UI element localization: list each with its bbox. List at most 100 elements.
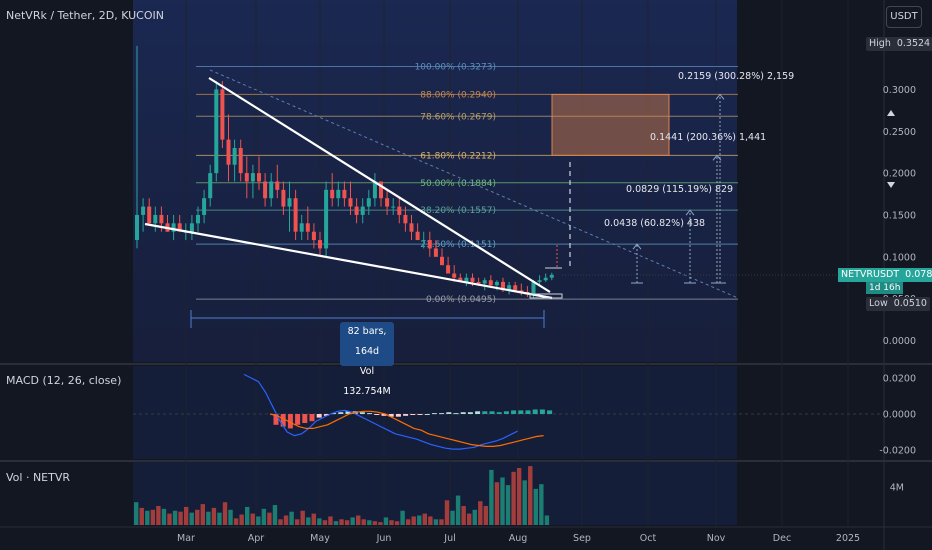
candle — [427, 240, 432, 249]
macd-legend[interactable]: MACD (12, 26, close) — [6, 374, 122, 387]
currency-unit-button[interactable]: USDT — [886, 6, 922, 28]
volume-bar — [455, 495, 461, 525]
macd-histogram-bar — [525, 410, 531, 414]
candle — [452, 273, 457, 278]
candle — [531, 281, 536, 295]
high-badge: High 0.3524 — [866, 37, 932, 51]
volume-bar — [522, 480, 527, 525]
candle — [421, 240, 426, 242]
candle — [263, 181, 268, 199]
volume-bar — [372, 521, 378, 525]
macd-histogram-bar — [547, 410, 553, 414]
volume-bar — [450, 510, 455, 525]
candle — [409, 223, 414, 232]
target-label: 0.2159 (300.28%) 2,159 — [678, 71, 794, 82]
volume-bar — [539, 484, 544, 525]
fib-level-label: 23.60% (0.1151) — [420, 240, 496, 250]
candle — [372, 181, 377, 199]
macd-histogram-bar — [460, 412, 466, 414]
macd-histogram-bar — [410, 414, 416, 415]
volume-bar — [189, 512, 194, 525]
low-value: 0.0510 — [893, 298, 927, 309]
history-shade — [133, 0, 737, 362]
candle — [537, 280, 542, 282]
candle — [330, 189, 335, 199]
candle — [391, 206, 396, 208]
volume-bar — [245, 506, 250, 525]
candle — [440, 256, 444, 266]
volume-bar — [139, 507, 144, 525]
macd-axis-tick: 0.0200 — [883, 374, 916, 385]
candle — [299, 223, 304, 232]
macd-histogram-bar — [388, 414, 394, 417]
candle — [519, 290, 524, 292]
macd-histogram-bar — [280, 414, 286, 427]
target-arrow-head — [632, 243, 642, 250]
macd-histogram-bar — [338, 412, 344, 414]
high-value: 0.3524 — [896, 38, 931, 49]
candle — [543, 277, 548, 281]
volume-bar — [428, 516, 433, 525]
low-label: Low — [869, 298, 888, 309]
fib-level-label: 88.00% (0.2940) — [420, 90, 496, 100]
volume-bar — [328, 516, 333, 525]
volume-bar — [222, 502, 228, 525]
volume-bar — [256, 516, 261, 525]
volume-bar — [489, 469, 494, 525]
macd-histogram-bar — [489, 411, 495, 414]
candle — [488, 280, 493, 286]
volume-bar — [516, 468, 522, 525]
volume-bar — [178, 511, 183, 525]
candle — [214, 89, 219, 174]
candle — [360, 206, 365, 215]
volume-bar — [322, 520, 328, 525]
price-axis-tick: 0.1500 — [883, 210, 916, 221]
time-axis-tick: Jun — [376, 533, 392, 544]
volume-bar — [544, 515, 550, 525]
macd-histogram-bar — [467, 412, 473, 414]
candle — [318, 240, 322, 249]
volume-bar — [389, 520, 394, 525]
candle — [458, 277, 463, 282]
breakout-marker — [529, 293, 563, 299]
volume-legend[interactable]: Vol · NETVR — [6, 471, 71, 484]
volume-bar — [156, 506, 161, 525]
price-axis-tick: 0.1000 — [883, 252, 916, 263]
macd-histogram-bar — [331, 413, 337, 415]
candle — [385, 198, 390, 207]
volume-bar — [150, 509, 156, 525]
time-axis-tick: Oct — [640, 533, 657, 544]
candle — [549, 274, 554, 278]
macd-histogram-bar — [431, 413, 437, 415]
time-axis-tick: 2025 — [836, 533, 860, 544]
candle — [446, 265, 451, 274]
volume-bar — [228, 509, 233, 525]
scroll-up-icon[interactable] — [887, 110, 895, 116]
upper-trendline — [208, 77, 551, 293]
volume-bar — [333, 521, 339, 525]
target-label: 0.0829 (115.19%) 829 — [626, 184, 733, 195]
volume-bar — [383, 517, 389, 525]
macd-histogram-bar — [518, 410, 524, 414]
volume-bar — [211, 507, 217, 525]
volume-bar — [439, 519, 444, 525]
candle — [415, 231, 420, 241]
volume-bar — [361, 519, 366, 525]
macd-axis-tick: -0.0200 — [879, 446, 916, 457]
candle — [507, 285, 512, 291]
time-axis-tick: Apr — [248, 533, 265, 544]
price-axis-tick: 0.2000 — [883, 169, 916, 180]
macd-axis-tick: 0.0000 — [883, 410, 916, 421]
volume-bar — [311, 513, 316, 525]
scroll-down-icon[interactable] — [887, 182, 895, 188]
macd-histogram-bar — [316, 414, 322, 418]
volume-bar — [461, 506, 466, 525]
symbol-title[interactable]: NetVRk / Tether, 2D, KUCOIN — [6, 9, 164, 22]
macd-histogram-bar — [539, 409, 545, 414]
macd-histogram-bar — [302, 414, 308, 423]
candle — [275, 181, 280, 190]
candle — [470, 277, 475, 282]
volume-bar — [300, 510, 305, 525]
volume-bar — [233, 518, 239, 525]
volume-bar — [494, 482, 500, 525]
